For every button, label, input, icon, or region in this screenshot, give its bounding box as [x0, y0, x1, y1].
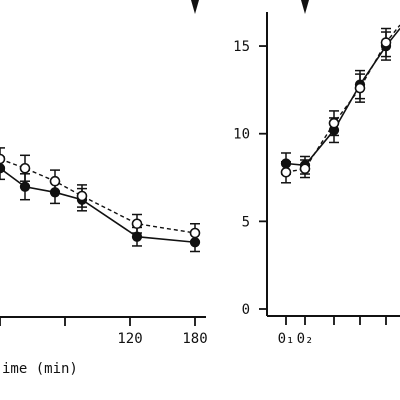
right-panel: 0 5 10 15 0₁ 0₂	[233, 0, 400, 347]
right-series-2-line	[285, 24, 400, 173]
right-x-tick-label: 0₁	[278, 331, 295, 347]
right-y-tick-label: 5	[242, 214, 250, 230]
event-marker	[191, 0, 199, 14]
right-x-tick-label: 0₂	[297, 331, 314, 347]
left-panel: 120 180 ime (min)	[0, 0, 208, 377]
left-series-1-point	[19, 181, 31, 192]
right-y-tick-label: 15	[233, 39, 250, 55]
right-series-2-point	[380, 37, 392, 48]
event-marker	[301, 0, 309, 14]
left-x-tick-label: 180	[182, 331, 207, 347]
left-series-2-point	[49, 175, 61, 187]
right-series-2-point	[299, 163, 311, 175]
left-series-2-point	[76, 190, 88, 202]
left-x-tick-label: 120	[117, 331, 142, 347]
left-series-2-point	[189, 227, 201, 239]
right-series-2-point	[328, 117, 340, 129]
left-series-2-point	[0, 153, 6, 165]
right-series-2-point	[354, 82, 366, 94]
right-series-2-point	[280, 166, 292, 178]
left-x-axis-title: ime (min)	[2, 361, 78, 377]
left-series-1-line	[0, 167, 196, 244]
right-y-tick-label: 10	[233, 127, 250, 143]
left-series-2-point	[131, 218, 143, 230]
left-series-2-point	[19, 162, 31, 174]
right-y-tick-label: 0	[242, 302, 250, 318]
